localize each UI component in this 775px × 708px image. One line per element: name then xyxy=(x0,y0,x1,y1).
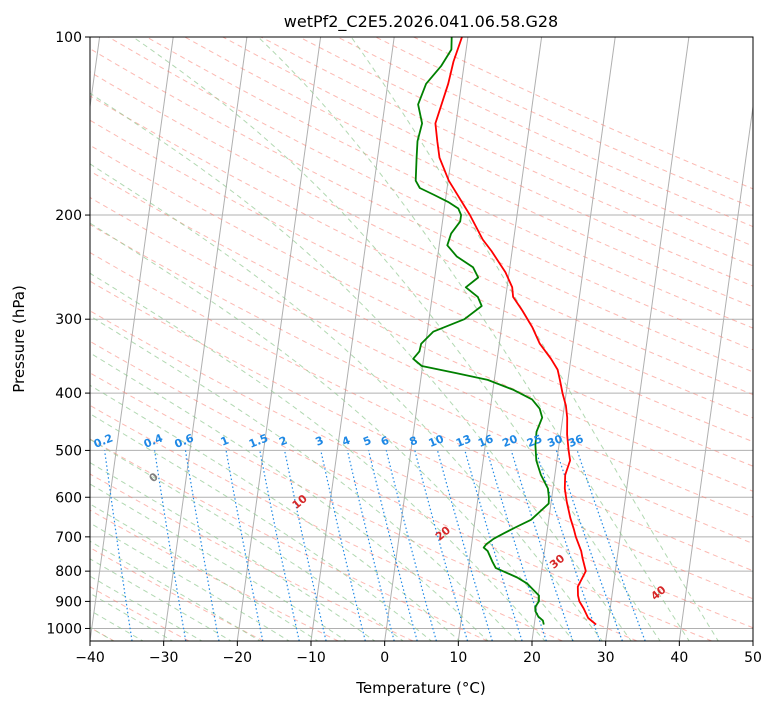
mixing-ratio-label: 20 xyxy=(500,432,519,450)
dry-adiabat-160 xyxy=(108,37,753,351)
dry-adiabat-50 xyxy=(90,310,753,629)
moist-adiabat-40 xyxy=(257,37,690,641)
mixing-ratio-4 xyxy=(346,450,395,641)
mixing-ratio-label: 3 xyxy=(314,434,326,449)
x-tick-label: 0 xyxy=(380,650,389,666)
x-tick-label: −30 xyxy=(149,650,179,666)
moist-adiabat-28 xyxy=(90,163,603,641)
moist-adiabat--20 xyxy=(90,540,262,641)
moist-adiabat-12 xyxy=(90,352,489,641)
mixing-ratio-8 xyxy=(414,450,469,641)
mixing-ratio-3 xyxy=(320,450,366,641)
y-tick-label: 100 xyxy=(55,30,82,46)
y-tick-label: 800 xyxy=(55,564,82,580)
chart-title: wetPf2_C2E5.2026.041.06.58.G28 xyxy=(284,12,558,32)
moist-adiabat-36 xyxy=(132,37,661,641)
x-tick-label: 40 xyxy=(670,650,688,666)
y-tick-label: 400 xyxy=(55,386,82,402)
y-tick-label: 900 xyxy=(55,594,82,610)
moist-adiabat-32 xyxy=(90,92,632,641)
mixing-ratio-13 xyxy=(464,450,523,641)
y-tick-label: 1000 xyxy=(46,621,82,637)
dry-adiabat-150 xyxy=(90,48,753,373)
profile-line-dewpoint xyxy=(412,37,550,625)
moist-adiabat-0 xyxy=(90,438,404,641)
y-axis: 100 200 300 400 500 600 700 800 900 1000 xyxy=(46,30,90,637)
moist-adiabat-16 xyxy=(90,315,518,641)
isotherm--30 xyxy=(163,37,248,641)
isotherm-20 xyxy=(531,37,616,641)
dry-adiabat-80 xyxy=(90,224,753,545)
y-tick-label: 200 xyxy=(55,208,82,224)
x-tick-label: 50 xyxy=(744,650,762,666)
mixing-ratio-30 xyxy=(555,450,623,641)
mixing-ratio-label: 25 xyxy=(525,432,544,450)
x-tick-label: −20 xyxy=(223,650,253,666)
y-tick-label: 500 xyxy=(55,443,82,459)
mixing-ratio-25 xyxy=(535,450,601,641)
moist-adiabat--24 xyxy=(90,558,233,641)
moist-adiabat-4 xyxy=(90,413,433,641)
y-tick-label: 600 xyxy=(55,490,82,506)
mixing-ratio-5 xyxy=(368,450,418,641)
x-tick-label: 30 xyxy=(597,650,615,666)
mixing-ratio-label: 13 xyxy=(454,432,473,450)
x-tick-label: −10 xyxy=(296,650,326,666)
dry-adiabat-90 xyxy=(90,196,753,518)
mixing-ratio-label: 16 xyxy=(476,432,495,450)
series-layer xyxy=(412,37,597,626)
mixing-ratio-label: 30 xyxy=(546,432,565,450)
mixing-ratio-label: 2 xyxy=(277,434,289,449)
x-axis-title: Temperature (°C) xyxy=(355,679,485,697)
mixing-ratio-2 xyxy=(284,450,327,641)
plot-frame xyxy=(89,36,754,642)
mixing-ratio-label: 5 xyxy=(361,434,373,449)
dry-adiabat-10 xyxy=(90,438,488,641)
mixing-ratio-label: 8 xyxy=(408,434,420,449)
y-tick-label: 300 xyxy=(55,312,82,328)
dry-adiabat-130 xyxy=(90,95,753,419)
moist-adiabat--8 xyxy=(90,483,348,641)
mixing-ratio-1-5 xyxy=(259,450,300,641)
mixing-ratio-label: 1 xyxy=(219,434,231,449)
moist-adiabat--4 xyxy=(90,462,376,641)
mixing-ratio-label: 10 xyxy=(427,432,446,450)
isotherm-30 xyxy=(605,37,690,641)
moist-adiabat--32 xyxy=(90,592,174,641)
dry-adiabat--20 xyxy=(90,547,264,641)
moist-adiabat-44 xyxy=(350,37,719,641)
dry-adiabat-110 xyxy=(90,144,753,467)
isotherm--40 xyxy=(90,37,174,641)
dry-adiabat-20 xyxy=(90,404,563,641)
moist-adiabat-8 xyxy=(90,384,461,641)
mixing-ratio-0-2 xyxy=(104,450,133,641)
adiabat-layer xyxy=(90,37,753,641)
dry-adiabat-40 xyxy=(90,340,712,641)
isotherm-10 xyxy=(457,37,543,641)
mixing-ratio-6 xyxy=(385,450,437,641)
isotherm-40 xyxy=(678,102,753,641)
x-tick-label: 10 xyxy=(449,650,467,666)
x-tick-label: −40 xyxy=(75,650,105,666)
mixing-ratio-36 xyxy=(576,450,646,641)
y-axis-title: Pressure (hPa) xyxy=(10,285,28,393)
mixing-ratio-20 xyxy=(510,450,574,641)
profile-line-temperature xyxy=(434,37,597,626)
x-tick-label: 20 xyxy=(523,650,541,666)
dry-adiabat--10 xyxy=(90,509,339,641)
moist-adiabat--28 xyxy=(90,575,203,641)
moist-adiabat--16 xyxy=(90,522,291,641)
x-axis: −40 −30 −20 −10 0 10 20 30 40 50 xyxy=(75,641,762,666)
moist-adiabat-20 xyxy=(90,272,546,641)
y-tick-label: 700 xyxy=(55,530,82,546)
isotherm--20 xyxy=(236,37,322,641)
dry-adiabat-70 xyxy=(90,251,753,572)
mixing-ratio-10 xyxy=(436,450,493,641)
dry-adiabat-180 xyxy=(184,37,753,308)
mixing-ratio-label: 36 xyxy=(566,432,585,450)
mixing-ratio-0-4 xyxy=(154,450,187,641)
